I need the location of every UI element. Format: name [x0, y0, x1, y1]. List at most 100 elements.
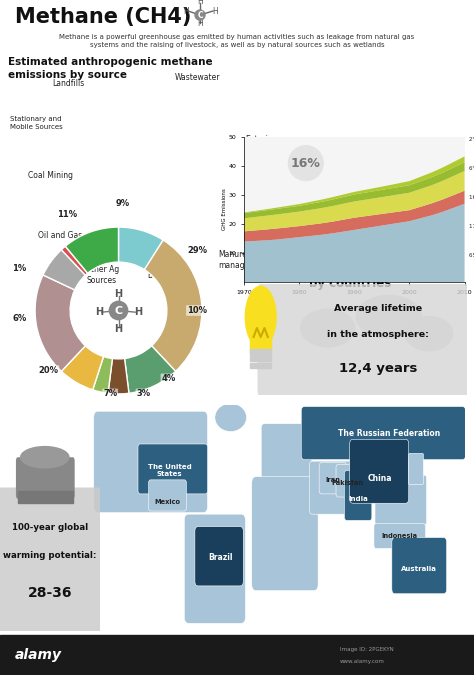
Text: 7%: 7%: [103, 389, 117, 398]
Text: Coal Mining: Coal Mining: [28, 171, 73, 180]
Text: 1%: 1%: [12, 265, 27, 273]
Text: C: C: [197, 11, 203, 20]
Text: Landfills: Landfills: [52, 78, 84, 88]
Text: Average lifetime: Average lifetime: [334, 304, 422, 313]
FancyBboxPatch shape: [375, 475, 427, 525]
Text: Brazil: Brazil: [208, 554, 232, 562]
Text: Other Ag
Sources: Other Ag Sources: [85, 265, 119, 285]
Ellipse shape: [356, 295, 422, 339]
Bar: [0, 635, 474, 675]
FancyBboxPatch shape: [336, 464, 359, 497]
FancyBboxPatch shape: [0, 487, 108, 643]
FancyBboxPatch shape: [148, 480, 186, 511]
Text: www.alamy.com: www.alamy.com: [340, 659, 385, 664]
Text: Stationary and
Mobile Sources: Stationary and Mobile Sources: [10, 116, 63, 130]
Text: 12,4 years: 12,4 years: [338, 362, 417, 375]
FancyBboxPatch shape: [184, 514, 246, 623]
Text: 11%  CO₂ FOLU: 11% CO₂ FOLU: [469, 224, 474, 229]
Text: The Russian Federation: The Russian Federation: [337, 429, 440, 437]
Text: 16%  CH₄: 16% CH₄: [469, 195, 474, 200]
FancyBboxPatch shape: [16, 457, 75, 499]
Text: Methane emissions
by countries: Methane emissions by countries: [286, 260, 414, 290]
Text: 11%: 11%: [57, 210, 77, 219]
Wedge shape: [35, 275, 85, 371]
Wedge shape: [125, 346, 175, 394]
Text: H: H: [197, 20, 203, 28]
Text: C: C: [114, 306, 123, 315]
FancyBboxPatch shape: [257, 277, 474, 404]
Bar: [18, 491, 73, 503]
Text: Biomass: Biomass: [147, 271, 179, 279]
Text: 28-36: 28-36: [27, 587, 72, 600]
Bar: [250, 321, 271, 352]
Text: 9%: 9%: [116, 199, 130, 208]
Text: Image ID: 2PGEKYN: Image ID: 2PGEKYN: [340, 647, 394, 653]
Text: H: H: [134, 307, 142, 317]
Text: Rice
Cultivation: Rice Cultivation: [245, 200, 287, 220]
Bar: [250, 356, 271, 362]
Ellipse shape: [404, 316, 454, 352]
Bar: [250, 362, 271, 368]
Ellipse shape: [20, 446, 70, 468]
FancyBboxPatch shape: [195, 526, 243, 586]
Text: H: H: [197, 0, 203, 7]
Text: H: H: [183, 7, 189, 16]
Text: H: H: [114, 324, 123, 334]
Wedge shape: [43, 250, 85, 290]
Text: H: H: [95, 307, 103, 317]
Text: warming potential:: warming potential:: [3, 551, 96, 560]
Text: 16%: 16%: [291, 157, 321, 169]
Wedge shape: [108, 358, 129, 394]
Ellipse shape: [215, 404, 246, 431]
Text: 29%: 29%: [187, 246, 207, 255]
Text: 6%: 6%: [12, 315, 27, 323]
FancyBboxPatch shape: [138, 444, 208, 494]
Text: alamy: alamy: [15, 648, 62, 662]
Text: Methane is a powerful greenhouse gas emitted by human activities such as leakage: Methane is a powerful greenhouse gas emi…: [59, 34, 415, 49]
Text: 100-year global: 100-year global: [12, 522, 88, 532]
Text: Manure
management: Manure management: [218, 250, 269, 270]
Text: 2%  F-Gases: 2% F-Gases: [469, 137, 474, 142]
Circle shape: [195, 10, 205, 20]
FancyBboxPatch shape: [319, 462, 346, 494]
FancyBboxPatch shape: [261, 424, 312, 480]
Bar: [250, 349, 271, 355]
Wedge shape: [62, 246, 88, 275]
Text: Australia: Australia: [401, 566, 437, 572]
Text: India: India: [348, 495, 368, 502]
Wedge shape: [65, 227, 118, 273]
Wedge shape: [93, 356, 112, 394]
Wedge shape: [145, 240, 202, 371]
Text: 6%  N₂O: 6% N₂O: [469, 166, 474, 171]
Wedge shape: [118, 227, 163, 269]
FancyBboxPatch shape: [252, 477, 318, 591]
FancyBboxPatch shape: [310, 461, 356, 514]
FancyBboxPatch shape: [301, 406, 465, 460]
Text: H: H: [212, 7, 218, 16]
Text: Wastewater: Wastewater: [175, 74, 220, 82]
Text: 20%: 20%: [38, 366, 58, 375]
Text: H: H: [114, 289, 123, 299]
Text: in the atmosphere:: in the atmosphere:: [327, 330, 428, 340]
Text: 4%: 4%: [162, 375, 176, 383]
Text: Mexico: Mexico: [155, 499, 181, 505]
Text: China: China: [368, 474, 392, 483]
FancyBboxPatch shape: [374, 524, 426, 549]
Text: Iran: Iran: [326, 477, 340, 483]
Text: 10%: 10%: [187, 306, 207, 315]
Y-axis label: GHG Emissions: GHG Emissions: [222, 189, 227, 230]
Wedge shape: [62, 346, 103, 390]
Text: 3%: 3%: [137, 389, 151, 398]
Text: Pakistan: Pakistan: [331, 480, 364, 486]
FancyBboxPatch shape: [409, 454, 423, 485]
Text: Estimated anthropogenic methane
emissions by source: Estimated anthropogenic methane emission…: [8, 57, 213, 80]
FancyBboxPatch shape: [345, 470, 372, 520]
Ellipse shape: [246, 286, 276, 348]
FancyBboxPatch shape: [350, 439, 409, 504]
Text: The United
States: The United States: [148, 464, 191, 477]
Ellipse shape: [300, 308, 356, 348]
Circle shape: [109, 301, 128, 320]
Text: Oil and Gas: Oil and Gas: [38, 230, 82, 240]
Text: Methane (CH4): Methane (CH4): [15, 7, 191, 27]
Text: Indonesia: Indonesia: [381, 533, 417, 539]
